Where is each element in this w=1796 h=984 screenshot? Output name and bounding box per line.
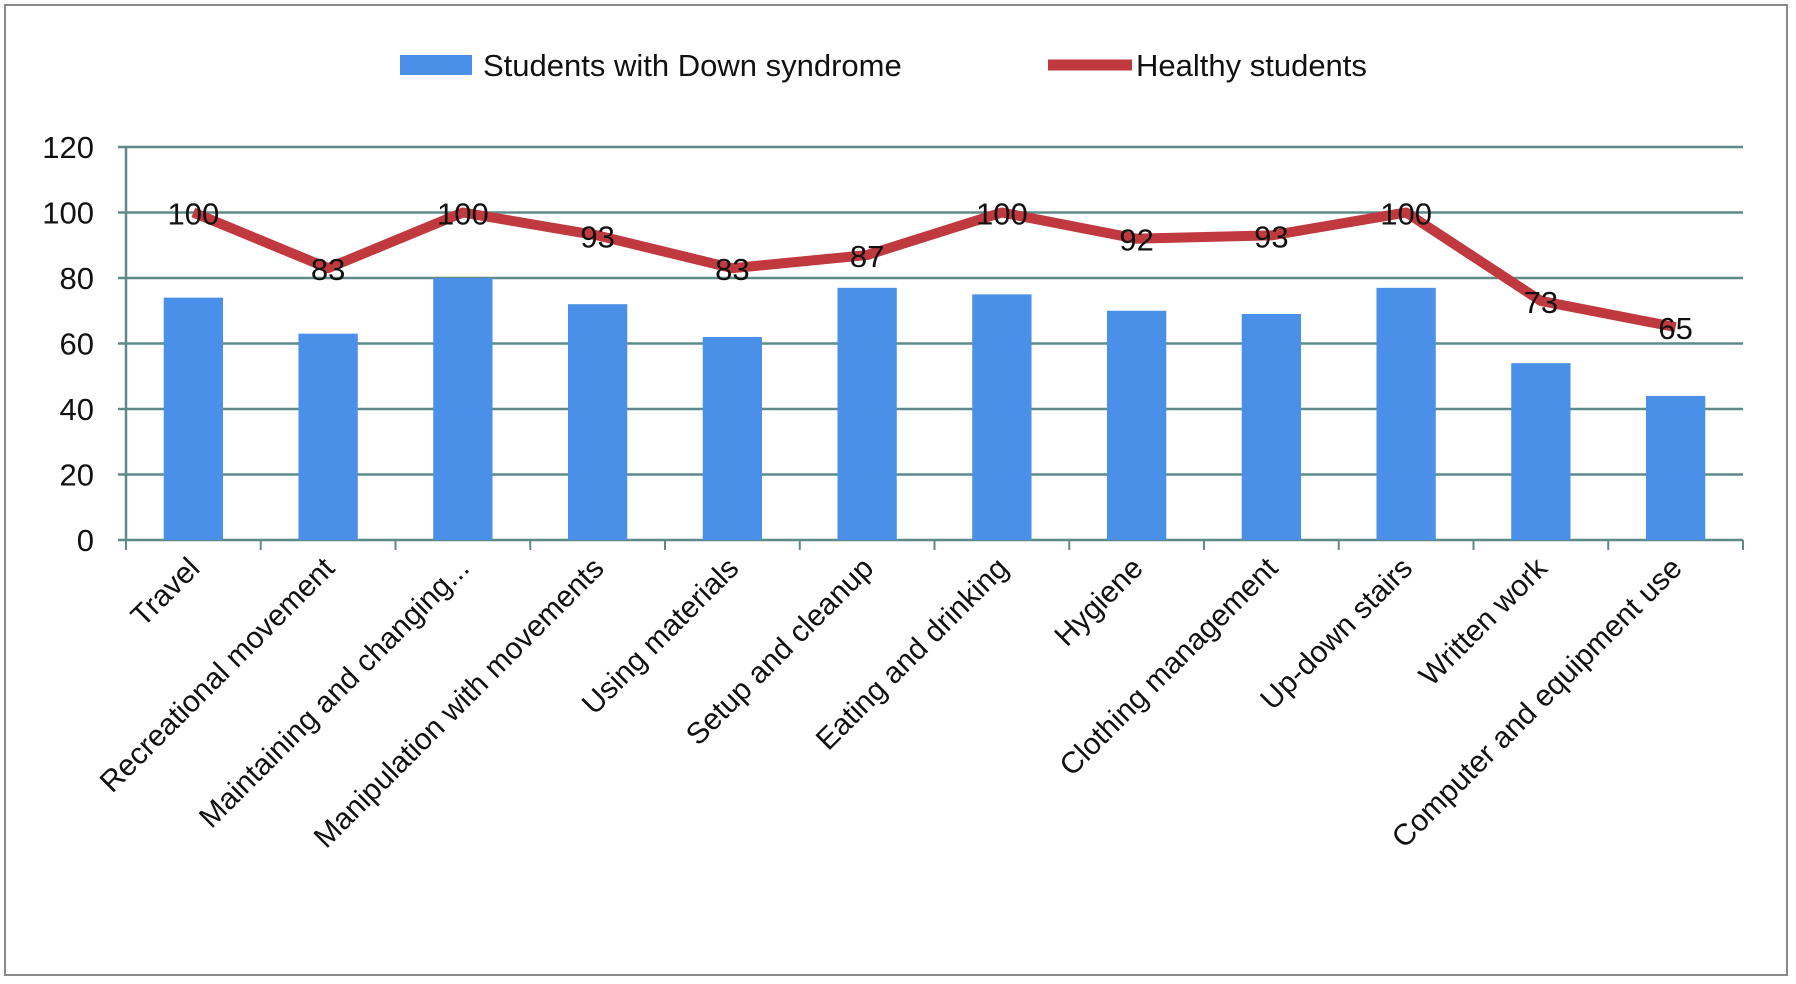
bar	[298, 333, 358, 540]
data-label: 100	[1380, 197, 1432, 232]
data-label: 65	[1658, 311, 1692, 346]
y-tick-label: 80	[60, 261, 94, 296]
bar	[1645, 395, 1706, 540]
series-line	[191, 207, 1677, 333]
x-tick-label: Clothing management	[1053, 551, 1284, 782]
bar	[163, 297, 224, 540]
x-tick-label: Recreational movement	[94, 551, 342, 799]
bar	[567, 304, 628, 540]
y-tick-label: 60	[60, 327, 94, 362]
y-tick-label: 0	[77, 523, 94, 558]
bar	[972, 294, 1032, 540]
bar	[1106, 310, 1167, 540]
legend: Students with Down syndrome Healthy stud…	[400, 48, 1367, 83]
legend-label-bar: Students with Down syndrome	[483, 48, 902, 83]
bar	[433, 278, 493, 540]
legend-swatch-bar	[400, 55, 472, 75]
x-tick-label: Maintaining and changing...	[193, 552, 476, 835]
bar	[1241, 314, 1302, 540]
data-label: 83	[311, 252, 345, 287]
x-tick-label: Travel	[125, 552, 206, 633]
bar	[702, 336, 763, 540]
legend-label-line: Healthy students	[1136, 48, 1367, 83]
x-tick-label: Manipulation with movements	[308, 552, 611, 855]
y-tick-label: 20	[60, 458, 94, 493]
data-label: 100	[437, 197, 489, 232]
y-tick-label: 40	[60, 392, 94, 427]
data-label: 93	[1254, 219, 1288, 254]
data-label: 83	[715, 252, 749, 287]
data-label: 93	[580, 219, 614, 254]
y-tick-label: 120	[42, 130, 94, 165]
bar	[837, 287, 897, 540]
x-tick-label: Hygiene	[1048, 552, 1149, 653]
y-tick-label: 100	[42, 196, 94, 231]
data-label: 100	[168, 197, 220, 232]
data-label: 73	[1524, 285, 1558, 320]
data-label: 87	[850, 239, 884, 274]
data-label: 100	[976, 197, 1028, 232]
bar	[1511, 363, 1571, 540]
x-tick-label: Written work	[1413, 551, 1555, 693]
bar	[1376, 287, 1436, 540]
data-label: 92	[1119, 223, 1153, 258]
x-tick-label: Computer and equipment use	[1386, 552, 1689, 855]
chart-frame	[4, 4, 1788, 976]
